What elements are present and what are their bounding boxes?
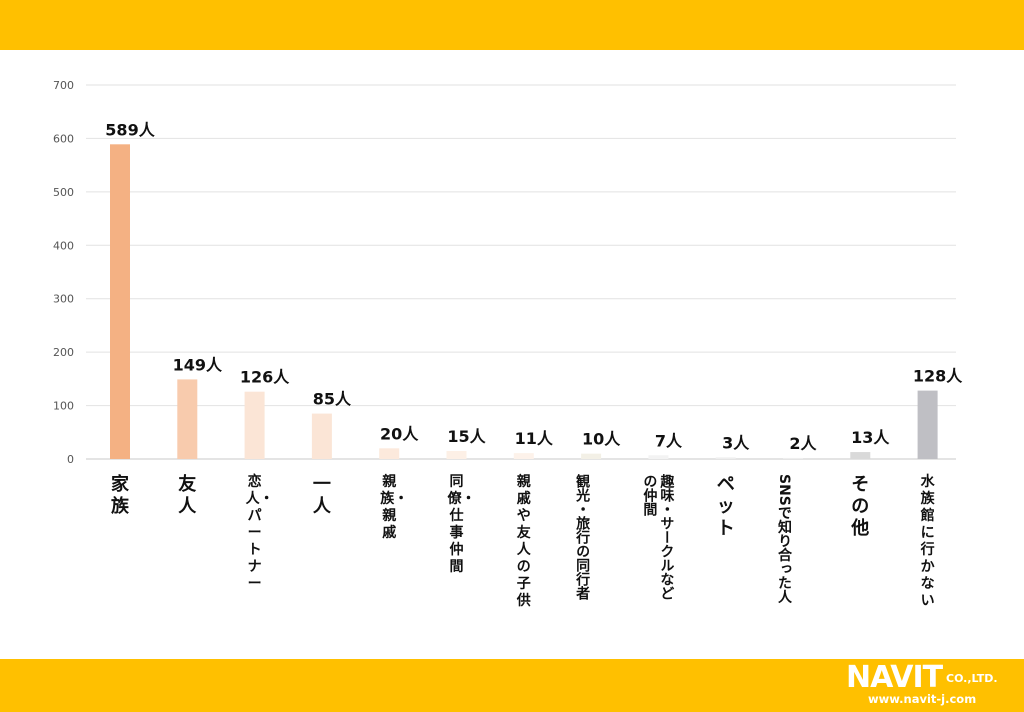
data-label: 128人 bbox=[913, 367, 963, 386]
bars bbox=[110, 144, 938, 459]
x-tick-label: その他 bbox=[851, 474, 870, 539]
logo-suffix: CO.,LTD. bbox=[946, 672, 998, 685]
top-band bbox=[0, 0, 1024, 50]
x-tick-label: 恋人・パートナー bbox=[245, 474, 274, 592]
data-label: 589人 bbox=[105, 120, 155, 139]
x-tick-label: 趣味・サークルなどの仲間 bbox=[641, 474, 675, 600]
y-tick-label: 400 bbox=[53, 239, 74, 252]
bar bbox=[783, 457, 803, 459]
x-tick-label: SNSで知り合った人 bbox=[776, 474, 792, 604]
y-tick-label: 700 bbox=[53, 79, 74, 92]
x-tick-label: 水族館に行かない bbox=[920, 474, 935, 609]
data-label: 15人 bbox=[447, 427, 486, 446]
grid-lines bbox=[86, 84, 956, 460]
data-label: 7人 bbox=[655, 431, 683, 450]
y-axis-ticks: 0 100 200 300 400 500 600 700 bbox=[53, 79, 74, 466]
logo-text: NAVIT bbox=[846, 660, 943, 695]
data-label: 11人 bbox=[515, 429, 554, 448]
y-tick-label: 500 bbox=[53, 186, 74, 199]
y-tick-label: 100 bbox=[53, 400, 74, 413]
y-tick-label: 0 bbox=[67, 453, 74, 466]
logo-url: www.navit-j.com bbox=[868, 692, 977, 706]
bar bbox=[177, 379, 198, 459]
x-tick-label: 親戚や友人の子供 bbox=[516, 474, 531, 609]
x-tick-label: 家族 bbox=[111, 474, 129, 517]
y-tick-label: 200 bbox=[53, 346, 74, 359]
bar bbox=[446, 450, 467, 459]
bar bbox=[513, 453, 534, 459]
data-label: 13人 bbox=[851, 428, 890, 447]
bar bbox=[917, 390, 938, 459]
bottom-band bbox=[0, 659, 1024, 712]
y-tick-label: 300 bbox=[53, 293, 74, 306]
bar bbox=[581, 453, 602, 459]
data-label: 20人 bbox=[380, 424, 419, 443]
bar bbox=[244, 391, 265, 459]
bar bbox=[715, 457, 736, 459]
data-label: 149人 bbox=[173, 355, 223, 374]
data-labels: 589人 149人 126人 85人 20人 15人 11人 10人 7人 3人 2人 13人 128人 bbox=[105, 120, 963, 453]
data-label: 126人 bbox=[240, 368, 290, 387]
bar bbox=[850, 452, 871, 459]
x-tick-label: 親族・親戚 bbox=[380, 474, 409, 541]
x-tick-label: 観光・旅行の同行者 bbox=[574, 474, 591, 600]
bar bbox=[379, 448, 400, 459]
y-tick-label: 600 bbox=[53, 132, 74, 145]
data-label: 3人 bbox=[722, 433, 750, 452]
bar bbox=[311, 413, 332, 459]
data-label: 2人 bbox=[789, 434, 817, 453]
x-tick-label: ペット bbox=[716, 474, 735, 539]
data-label: 85人 bbox=[313, 390, 352, 409]
bar bbox=[110, 144, 130, 459]
x-tick-label: 友人 bbox=[178, 474, 197, 517]
x-tick-label: 同僚・仕事仲間 bbox=[447, 474, 476, 575]
bar bbox=[648, 455, 669, 459]
company-logo: NAVIT CO.,LTD. www.navit-j.com bbox=[846, 662, 1018, 708]
x-tick-label: 一人 bbox=[312, 474, 331, 517]
data-label: 10人 bbox=[582, 430, 621, 449]
